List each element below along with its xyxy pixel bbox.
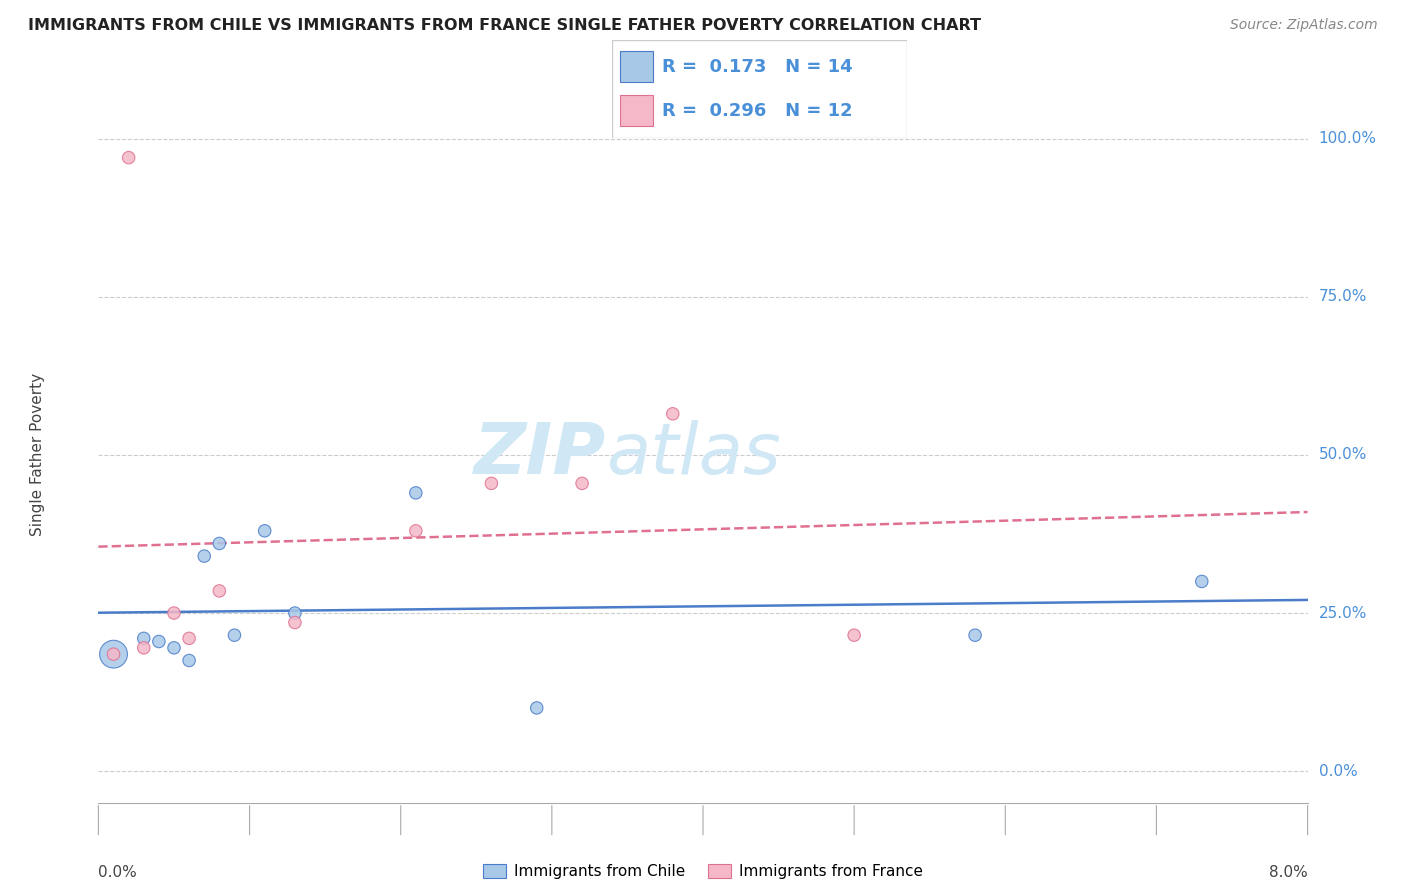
Text: R =  0.296   N = 12: R = 0.296 N = 12 — [662, 102, 852, 120]
Point — [844, 628, 866, 642]
Point — [208, 536, 231, 550]
Text: R =  0.173   N = 14: R = 0.173 N = 14 — [662, 58, 852, 76]
Point — [132, 632, 155, 646]
Text: 100.0%: 100.0% — [1319, 131, 1376, 146]
Text: IMMIGRANTS FROM CHILE VS IMMIGRANTS FROM FRANCE SINGLE FATHER POVERTY CORRELATIO: IMMIGRANTS FROM CHILE VS IMMIGRANTS FROM… — [28, 18, 981, 33]
Point — [526, 701, 548, 715]
Text: 0.0%: 0.0% — [1319, 764, 1357, 779]
Point — [118, 151, 141, 165]
Point — [224, 628, 246, 642]
Text: 50.0%: 50.0% — [1319, 448, 1367, 462]
Point — [179, 632, 201, 646]
Text: Source: ZipAtlas.com: Source: ZipAtlas.com — [1230, 18, 1378, 32]
Text: 0.0%: 0.0% — [98, 865, 138, 880]
Point — [965, 628, 987, 642]
Text: atlas: atlas — [606, 420, 780, 490]
Point — [661, 407, 683, 421]
Point — [405, 486, 427, 500]
Text: ZIP: ZIP — [474, 420, 606, 490]
Point — [193, 549, 215, 563]
Point — [103, 647, 125, 661]
FancyBboxPatch shape — [612, 40, 907, 138]
Text: 8.0%: 8.0% — [1268, 865, 1308, 880]
Point — [284, 606, 307, 620]
Point — [1191, 574, 1213, 589]
Point — [163, 640, 186, 655]
Point — [253, 524, 276, 538]
Point — [208, 583, 231, 598]
Point — [179, 653, 201, 667]
Text: Single Father Poverty: Single Father Poverty — [31, 374, 45, 536]
FancyBboxPatch shape — [620, 51, 652, 82]
Point — [571, 476, 593, 491]
Point — [405, 524, 427, 538]
FancyBboxPatch shape — [620, 95, 652, 127]
Legend: Immigrants from Chile, Immigrants from France: Immigrants from Chile, Immigrants from F… — [477, 858, 929, 886]
Point — [284, 615, 307, 630]
Point — [163, 606, 186, 620]
Point — [103, 647, 125, 661]
Point — [132, 640, 155, 655]
Point — [479, 476, 503, 491]
Text: 75.0%: 75.0% — [1319, 289, 1367, 304]
Text: 25.0%: 25.0% — [1319, 606, 1367, 621]
Point — [148, 634, 170, 648]
